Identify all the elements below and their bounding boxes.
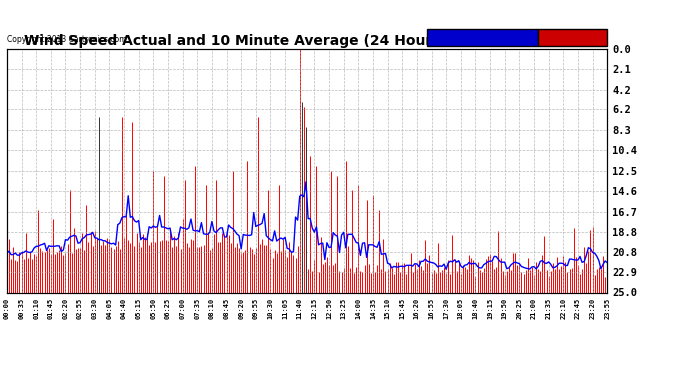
FancyBboxPatch shape [427, 29, 538, 46]
Text: Copyright 2013 Cartronics.com: Copyright 2013 Cartronics.com [7, 35, 126, 44]
Text: Wind (mph): Wind (mph) [541, 34, 591, 43]
Title: Wind Speed Actual and 10 Minute Average (24 Hours)  (New)  20131209: Wind Speed Actual and 10 Minute Average … [23, 34, 591, 48]
FancyBboxPatch shape [538, 29, 607, 46]
Text: 10 Min Avg (mph): 10 Min Avg (mph) [430, 34, 506, 43]
